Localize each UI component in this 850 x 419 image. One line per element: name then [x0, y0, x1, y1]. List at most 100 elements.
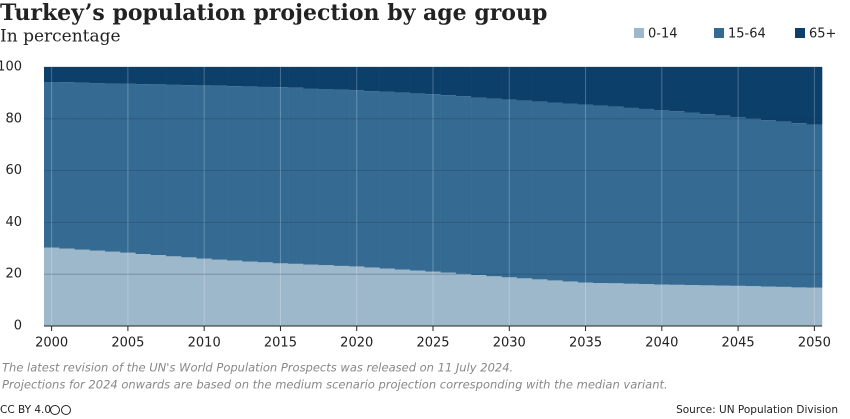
- bar-segment: [272, 87, 289, 264]
- bar-segment: [227, 67, 243, 87]
- bar-segment: [486, 98, 502, 277]
- bar-segment: [227, 260, 243, 326]
- legend-swatch: [795, 28, 805, 38]
- bar-segment: [349, 67, 365, 91]
- bar-segment: [532, 279, 548, 326]
- bar-segment: [455, 273, 472, 326]
- bar-segment: [730, 116, 747, 286]
- bar-segment: [669, 111, 686, 285]
- bar-segment: [120, 252, 136, 326]
- bar-segment: [516, 278, 533, 326]
- bar-segment: [303, 67, 319, 89]
- bar-segment: [440, 67, 457, 96]
- bar-segment: [501, 67, 518, 100]
- x-tick-label: 2050: [798, 336, 831, 351]
- bar-segment: [760, 286, 777, 326]
- bar-segment: [74, 249, 91, 326]
- x-tick-label: 2030: [493, 336, 526, 351]
- bar-segment: [181, 67, 197, 86]
- bar-segment: [394, 67, 411, 93]
- bar-segment: [577, 104, 594, 283]
- bar-segment: [699, 114, 716, 286]
- bar-segment: [699, 285, 716, 326]
- bar-segment: [303, 88, 319, 265]
- bar-segment: [532, 67, 548, 102]
- bar-segment: [242, 67, 258, 87]
- x-tick-label: 2015: [264, 336, 297, 351]
- bar-segment: [196, 67, 213, 86]
- bar-segment: [120, 83, 136, 253]
- bar-segment: [501, 277, 518, 326]
- bar-segment: [303, 264, 319, 326]
- y-tick-label: 100: [0, 60, 22, 75]
- bar-segment: [379, 91, 396, 269]
- bar-segment: [150, 67, 167, 85]
- bar-segment: [654, 284, 670, 326]
- bar-segment: [425, 94, 441, 272]
- bar-segment: [547, 280, 563, 326]
- bar-segment: [257, 262, 274, 326]
- bar-segment: [44, 247, 60, 326]
- bar-segment: [166, 84, 182, 257]
- bar-segment: [715, 285, 731, 326]
- source: Source: UN Population Division: [676, 404, 838, 416]
- bar-segment: [257, 86, 274, 263]
- bar-segment: [364, 91, 380, 268]
- bar-segment: [425, 67, 441, 95]
- bar-segment: [105, 251, 121, 326]
- bar-segment: [577, 282, 594, 326]
- bar-segment: [89, 83, 106, 251]
- bar-segment: [150, 255, 167, 326]
- bar-segment: [440, 272, 457, 326]
- bar-segment: [684, 112, 701, 286]
- bar-segment: [806, 67, 823, 125]
- bar-segment: [745, 286, 762, 326]
- bar-segment: [455, 96, 472, 274]
- bar-segment: [547, 102, 563, 281]
- bar-segment: [669, 67, 686, 112]
- bar-segment: [242, 86, 258, 262]
- bar-segment: [699, 67, 716, 115]
- bar-segment: [593, 105, 609, 284]
- chart-subtitle: In percentage: [0, 27, 121, 47]
- bar-segment: [333, 67, 350, 90]
- y-tick-label: 40: [5, 215, 22, 230]
- x-tick-label: 2010: [188, 336, 221, 351]
- bar-segment: [89, 250, 106, 326]
- bar-segment: [776, 286, 792, 326]
- bar-segment: [272, 263, 289, 326]
- cc-icons: [50, 405, 71, 415]
- bar-segment: [776, 67, 792, 122]
- bar-segment: [471, 97, 487, 275]
- bar-segment: [577, 67, 594, 105]
- bar-segment: [166, 67, 182, 85]
- legend-label: 65+: [809, 27, 836, 42]
- bar-segment: [608, 106, 624, 284]
- bar-segment: [242, 261, 258, 326]
- bar-segment: [150, 84, 167, 256]
- y-tick-label: 80: [5, 111, 22, 126]
- bar-segment: [623, 283, 640, 326]
- bar-segment: [593, 67, 609, 106]
- bar-segment: [547, 67, 563, 103]
- bar-segment: [791, 287, 808, 326]
- x-tick-label: 2025: [416, 336, 449, 351]
- bar-segment: [394, 92, 411, 270]
- bar-segment: [806, 124, 823, 288]
- bar-segment: [684, 285, 701, 326]
- bar-segment: [89, 67, 106, 84]
- bar-segment: [654, 67, 670, 110]
- bar-segment: [196, 85, 213, 259]
- bar-segment: [486, 276, 502, 326]
- y-tick-label: 20: [5, 267, 22, 282]
- bar-segment: [181, 85, 197, 258]
- bar-segment: [684, 67, 701, 113]
- bar-segment: [272, 67, 289, 88]
- bar-segment: [608, 283, 624, 326]
- bar-segment: [333, 89, 350, 266]
- bar-segment: [44, 67, 60, 83]
- y-tick-label: 60: [5, 163, 22, 178]
- bar-segment: [349, 266, 365, 326]
- bar-segment: [806, 287, 823, 326]
